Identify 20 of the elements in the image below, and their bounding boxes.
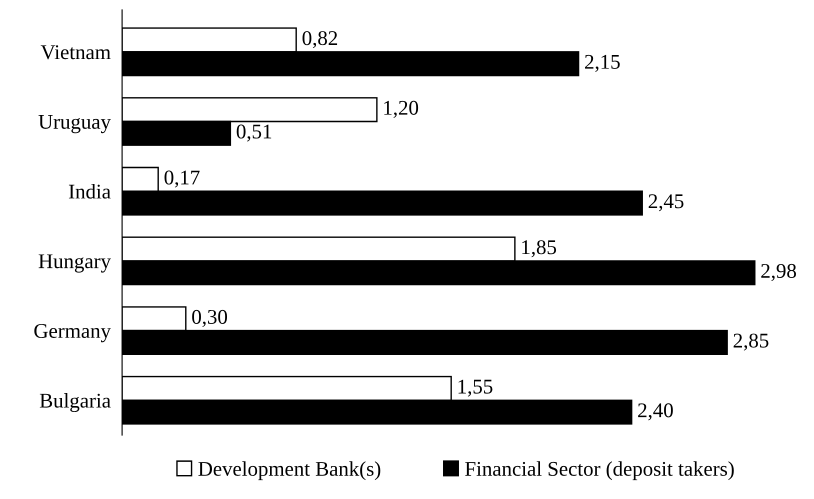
data-label: 0,82 <box>302 31 338 48</box>
data-label: 2,40 <box>638 403 673 420</box>
data-label: 0,51 <box>236 124 272 142</box>
y-tick-label: India <box>68 184 111 199</box>
y-tick-label: Vietnam <box>40 45 111 60</box>
legend-label: Financial Sector (deposit takers) <box>465 461 734 480</box>
data-label: 0,17 <box>164 170 200 188</box>
data-label: 2,15 <box>585 54 620 72</box>
y-tick-label: Uruguay <box>38 115 111 134</box>
data-label: 2,98 <box>761 264 796 281</box>
y-tick-label: Bulgaria <box>40 393 111 412</box>
y-tick-label: Hungary <box>38 254 111 273</box>
y-tick-label: Germany <box>34 324 111 342</box>
data-label: 1,20 <box>384 100 418 118</box>
data-label: 2,85 <box>734 334 768 351</box>
legend-label: Development Bank(s) <box>198 461 380 480</box>
data-label: 1,85 <box>522 240 556 258</box>
data-label: 1,55 <box>458 380 492 397</box>
data-label: 0,30 <box>192 310 228 327</box>
data-label: 2,45 <box>648 194 684 212</box>
